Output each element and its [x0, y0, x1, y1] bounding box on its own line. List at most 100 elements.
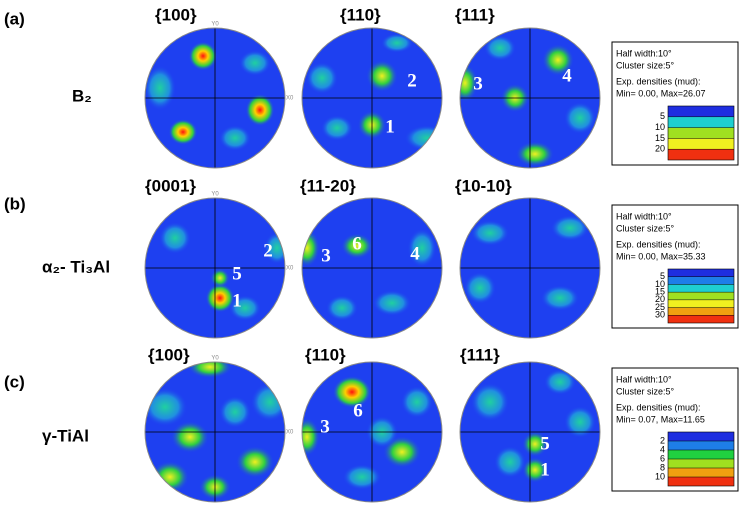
density-map: [302, 376, 433, 490]
legend-band: [668, 116, 734, 128]
spot-label: 1: [385, 116, 395, 137]
legend-band: [668, 292, 734, 300]
legend-band: [668, 138, 734, 150]
legend-level: 2: [660, 435, 665, 445]
density-spot: [564, 406, 596, 438]
legend-level: 6: [660, 453, 665, 463]
density-spot: [342, 464, 382, 490]
density-spot: [235, 446, 275, 478]
spot-label: 5: [232, 263, 242, 284]
density-spot: [341, 233, 373, 259]
legend-band: [668, 276, 734, 285]
legend-band: [668, 269, 734, 277]
density-spot: [188, 41, 218, 71]
legend-text: Cluster size:5°: [616, 386, 675, 396]
legend-text: Min= 0.00, Max=35.33: [616, 251, 706, 261]
density-spot: [484, 35, 516, 61]
pole-outline: [301, 27, 443, 169]
spot-label: 3: [320, 416, 330, 437]
phase-label: γ-TiAl: [42, 426, 89, 445]
density-spot: [564, 102, 596, 134]
spot-label: 2: [263, 240, 273, 261]
pole-outline: [459, 27, 601, 169]
density-spot: [470, 382, 510, 422]
spot-label: 6: [353, 400, 363, 421]
pole-title: {11-20}: [300, 176, 356, 195]
density-spot: [239, 50, 271, 76]
pole-title: {111}: [455, 5, 495, 24]
spot-label: 3: [321, 245, 331, 266]
density-spot: [168, 119, 198, 145]
density-map: [302, 228, 437, 321]
density-spot: [150, 461, 190, 493]
axis-label-y: Y0: [211, 192, 219, 198]
legend-level: 10: [655, 471, 665, 481]
density-spot: [544, 369, 576, 395]
density-spot: [522, 457, 548, 483]
phase-label: α₂- Ti₃Al: [42, 257, 110, 276]
legend-text: Cluster size:5°: [616, 223, 675, 233]
density-spot: [404, 125, 442, 151]
legend-bar-outline: [667, 268, 735, 324]
pole-outline: [144, 361, 286, 503]
pole-title: {111}: [460, 345, 500, 364]
density-spot: [515, 141, 555, 167]
legend-level: 25: [655, 302, 665, 312]
legend-band: [668, 106, 734, 117]
density-spot: [540, 285, 580, 311]
legend-level: 5: [660, 111, 665, 121]
density-spot: [219, 396, 251, 428]
legend-level: 30: [655, 310, 665, 320]
spot-label: 1: [232, 290, 242, 311]
legend-band: [668, 468, 734, 477]
legend-level: 5: [660, 271, 665, 281]
panel-label: (a): [4, 9, 25, 28]
density-spot: [321, 115, 353, 141]
spot-label: 3: [473, 73, 483, 94]
axis-label-x: X0: [286, 266, 294, 272]
density-spot: [302, 228, 320, 268]
density-spot: [407, 228, 437, 268]
pole-outline: [301, 361, 443, 503]
legend-text: Exp. densities (mud):: [616, 76, 701, 86]
density-map: [145, 41, 275, 151]
pole-outline: [459, 361, 601, 503]
spot-label: 6: [352, 233, 362, 254]
legend-text: Half width:10°: [616, 211, 672, 221]
density-spot: [494, 446, 526, 478]
density-spot: [302, 417, 320, 457]
density-spot: [460, 63, 478, 103]
density-spot: [210, 268, 230, 288]
legend-level: 20: [655, 144, 665, 154]
density-spot: [550, 215, 590, 241]
legend-level: 15: [655, 287, 665, 297]
legend-text: Half width:10°: [616, 374, 672, 384]
spot-label: 2: [407, 70, 417, 91]
panel-label: (c): [4, 372, 25, 391]
density-spot: [542, 44, 574, 76]
legend-level: 4: [660, 444, 665, 454]
density-spot: [366, 60, 398, 92]
legend-text: Min= 0.00, Max=26.07: [616, 88, 706, 98]
density-spot: [381, 33, 413, 53]
density-map: [464, 215, 590, 311]
legend-band: [668, 477, 734, 486]
density-spot: [229, 295, 261, 321]
density-spot: [159, 222, 191, 254]
legend-level: 10: [655, 279, 665, 289]
density-map: [460, 35, 596, 167]
legend-band: [668, 127, 734, 139]
density-spot: [470, 220, 510, 246]
legend-band: [668, 307, 734, 316]
pole-title: {100}: [155, 5, 197, 24]
density-spot: [219, 125, 251, 151]
legend-text: Min= 0.07, Max=11.65: [616, 414, 705, 424]
legend-level: 10: [655, 122, 665, 132]
axis-label-y: Y0: [211, 22, 219, 28]
spot-label: 1: [540, 459, 550, 480]
phase-label: B₂: [72, 86, 92, 105]
legend-band: [668, 284, 734, 293]
pole-outline: [144, 197, 286, 339]
